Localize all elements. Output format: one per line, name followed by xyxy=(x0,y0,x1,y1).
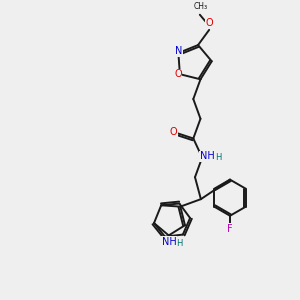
Text: F: F xyxy=(227,224,233,234)
Text: N: N xyxy=(175,46,183,56)
Text: H: H xyxy=(176,239,183,248)
Text: CH₃: CH₃ xyxy=(194,2,208,11)
Text: O: O xyxy=(174,69,182,79)
Text: NH: NH xyxy=(200,151,214,161)
Text: O: O xyxy=(170,127,178,137)
Text: O: O xyxy=(205,19,213,28)
Text: H: H xyxy=(215,153,221,162)
Text: NH: NH xyxy=(162,237,177,247)
